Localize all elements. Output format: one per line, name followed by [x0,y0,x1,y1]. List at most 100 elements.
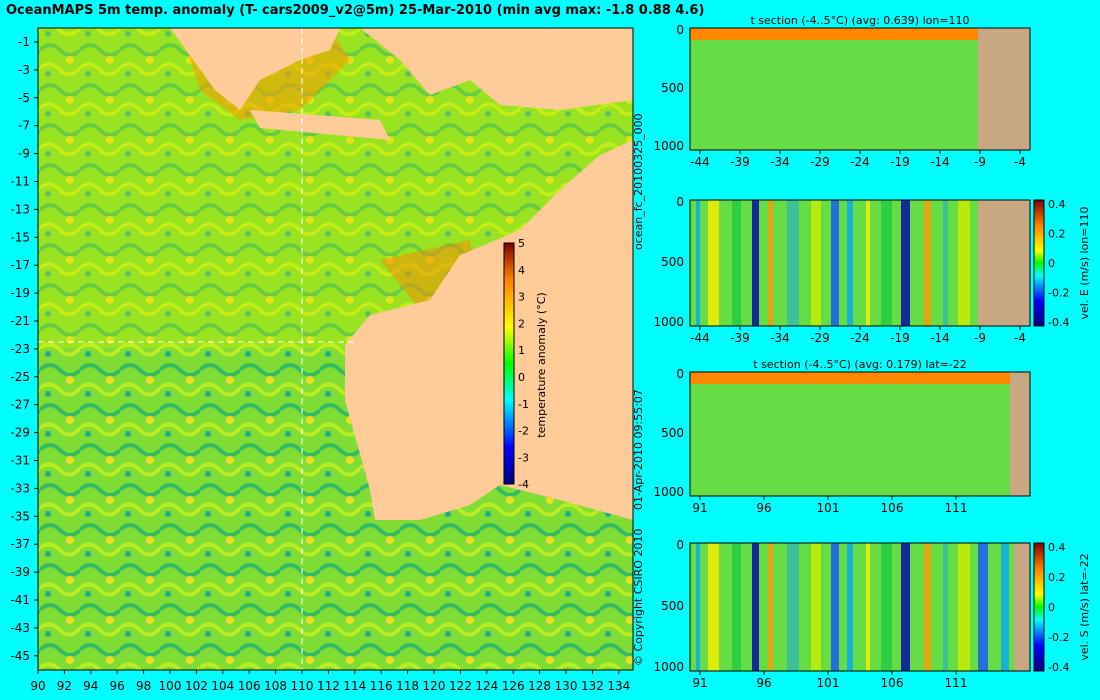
section-frame [689,542,1031,672]
section-land [978,28,1030,150]
section-stripe [708,200,719,326]
section-y-tick-label: 1000 [653,315,684,329]
section-stripe [811,200,821,326]
section-stripe [831,200,839,326]
section-panel-t-section-lon: t section (-4..5°C) (avg: 0.639) lon=110… [653,14,1031,169]
velocity-colorbar-tick: 0.2 [1048,571,1066,584]
section-stripe [943,543,948,671]
velocity-colorbar-tick: 0 [1048,601,1055,614]
section-x-tick-label: -39 [730,331,750,345]
section-x-tick-label: -44 [690,155,710,169]
map-x-tick-label: 104 [211,679,234,693]
section-stripe [768,200,773,326]
section-x-tick-label: 106 [881,676,904,690]
section-stripe [768,543,773,671]
map-y-tick-label: -5 [18,91,30,105]
map-y-tick-label: -25 [10,370,30,384]
map-y-tick-label: -29 [10,426,30,440]
section-field [690,200,1030,326]
section-x-tick-label: 96 [756,501,771,515]
map-x-tick-label: 90 [30,679,45,693]
map-x-tick-label: 124 [475,679,498,693]
section-stripe [847,200,853,326]
velocity-colorbar-tick: -0.4 [1048,661,1069,674]
colorbar-tick-label: 1 [518,344,525,357]
map-x-ticks: 90 92 94 96 98 100 102 104 106 108 110 112 114 116 118… [30,670,630,693]
file-label: ocean_fc_20100325_000 [632,113,645,250]
section-surface-warm [690,372,1010,384]
section-field [690,28,1030,150]
map-y-tick-label: -21 [10,314,30,328]
map-y-tick-label: -27 [10,398,30,412]
velocity-colorbar-tick: -0.4 [1048,316,1069,329]
section-x-tick-label: 91 [692,501,707,515]
map-x-tick-label: 96 [110,679,125,693]
chart-title: OceanMAPS 5m temp. anomaly (T- cars2009_… [6,3,705,18]
section-stripe [881,200,892,326]
copyright-label: © Copyright CSIRO 2010 [632,528,645,666]
section-x-tick-label: -19 [890,155,910,169]
section-x-tick-label: -4 [1014,331,1026,345]
colorbar-tick-label: 3 [518,291,525,304]
map-y-tick-label: -37 [10,537,30,551]
section-stripe [958,200,970,326]
map-x-tick-label: 130 [555,679,578,693]
section-x-tick-label: -34 [770,155,790,169]
section-panel-t-section-lat: t section (-4..5°C) (avg: 0.179) lat=-22… [653,358,1031,515]
section-field [690,543,1030,671]
velocity-colorbar [1033,542,1045,672]
section-x-tick-label: -34 [770,331,790,345]
section-stripe [866,543,870,671]
map-x-tick-label: 92 [57,679,72,693]
colorbar [503,242,515,485]
map-y-tick-label: -39 [10,565,30,579]
map-x-tick-label: 102 [185,679,208,693]
section-x-tick-label: -29 [810,155,830,169]
map-y-tick-label: -7 [18,119,30,133]
velocity-colorbar-tick: 0.4 [1048,198,1066,211]
section-x-tick-label: -19 [890,331,910,345]
section-stripe [787,543,799,671]
map-x-tick-label: 98 [136,679,151,693]
section-panel-velS-section-lat: 0 500 1000 91 96 101 106 111 0.4 0.2 0 -0.2 -0.4 vel.… [653,538,1091,690]
section-x-tick-label: -24 [850,331,870,345]
colorbar-tick-label: 2 [518,317,525,330]
section-y-tick-label: 0 [676,538,684,552]
section-surface-warm [690,28,978,40]
map-x-tick-label: 122 [449,679,472,693]
section-stripe [696,543,700,671]
section-frame [689,371,1031,497]
map-x-tick-label: 118 [396,679,419,693]
section-x-tick-label: -9 [974,155,986,169]
section-x-tick-label: 111 [945,676,968,690]
section-x-tick-label: -29 [810,331,830,345]
map-x-tick-label: 100 [159,679,182,693]
section-x-tick-label: 111 [945,501,968,515]
section-land [1010,372,1030,496]
section-y-tick-label: 1000 [653,485,684,499]
section-title: t section (-4..5°C) (avg: 0.639) lon=110 [750,14,969,27]
map-y-tick-label: -45 [10,649,30,663]
section-stripe [708,543,719,671]
colorbar-tick-label: 4 [518,264,525,277]
section-x-tick-label: -14 [930,331,950,345]
map-x-tick-label: 120 [423,679,446,693]
section-land [1014,543,1030,671]
map-y-tick-label: -43 [10,621,30,635]
section-land [978,200,1030,326]
section-x-tick-label: -39 [730,155,750,169]
velocity-colorbar-tick: 0.4 [1048,541,1066,554]
section-y-tick-label: 0 [676,195,684,209]
map-y-tick-label: -17 [10,258,30,272]
colorbar-tick-label: -3 [518,451,529,464]
section-x-tick-label: -24 [850,155,870,169]
section-title: t section (-4..5°C) (avg: 0.179) lat=-22 [753,358,966,371]
section-y-tick-label: 500 [661,255,684,269]
section-stripe [787,200,799,326]
map-y-tick-label: -41 [10,593,30,607]
map-y-tick-label: -13 [10,202,30,216]
section-x-tick-label: 101 [817,676,840,690]
section-stripe [958,543,970,671]
map-x-tick-label: 112 [317,679,340,693]
